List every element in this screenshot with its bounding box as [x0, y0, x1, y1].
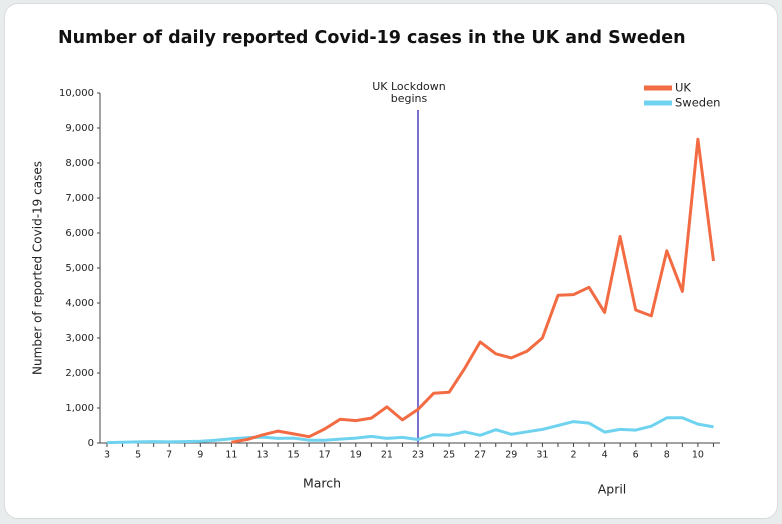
y-tick-label: 0: [88, 438, 94, 449]
x-tick-label: 5: [135, 450, 141, 461]
x-tick-label: 31: [536, 450, 548, 461]
series-line: [231, 137, 715, 444]
annotation-text: UK Lockdown: [372, 80, 446, 93]
x-tick-label: 23: [412, 450, 424, 461]
x-tick-label: 17: [319, 450, 331, 461]
x-tick-label: 25: [443, 450, 455, 461]
chart-title: Number of daily reported Covid-19 cases …: [58, 28, 686, 48]
y-tick-label: 4,000: [65, 298, 94, 309]
x-tick-label: 19: [350, 450, 362, 461]
x-tick-label: 4: [602, 450, 608, 461]
x-tick-label: 6: [633, 450, 639, 461]
x-tick-label: 27: [474, 450, 486, 461]
legend-label: UK: [675, 81, 691, 95]
x-tick-label: 29: [505, 450, 517, 461]
y-tick-label: 5,000: [65, 263, 94, 274]
x-tick-label: 10: [692, 450, 704, 461]
x-tick-label: 7: [166, 450, 172, 461]
annotation-text: begins: [391, 92, 428, 105]
x-tick-label: 11: [225, 450, 237, 461]
y-tick-label: 2,000: [65, 368, 94, 379]
legend-label: Sweden: [675, 96, 720, 110]
series-line: [106, 416, 714, 445]
y-tick-label: 3,000: [65, 333, 94, 344]
y-tick-label: 10,000: [59, 88, 94, 99]
y-axis-label: Number of reported Covid-19 cases: [31, 161, 45, 375]
x-tick-label: 21: [381, 450, 393, 461]
x-tick-label: 8: [664, 450, 670, 461]
x-tick-label: 2: [570, 450, 576, 461]
y-tick-label: 6,000: [65, 228, 94, 239]
x-tick-label: 15: [288, 450, 300, 461]
x-tick-label: 3: [104, 450, 110, 461]
y-tick-label: 8,000: [65, 158, 94, 169]
y-tick-label: 9,000: [65, 123, 94, 134]
y-tick-label: 7,000: [65, 193, 94, 204]
x-tick-label: 13: [256, 450, 268, 461]
month-label: March: [303, 476, 341, 491]
y-tick-label: 1,000: [65, 403, 94, 414]
x-tick-label: 9: [197, 450, 203, 461]
month-label: April: [598, 482, 627, 497]
